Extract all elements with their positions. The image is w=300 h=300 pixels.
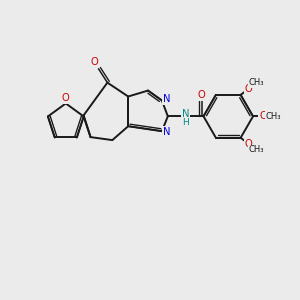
Text: O: O — [62, 94, 70, 103]
Text: O: O — [245, 139, 253, 149]
Text: CH₃: CH₃ — [265, 112, 280, 121]
Text: CH₃: CH₃ — [249, 79, 264, 88]
Text: N: N — [163, 94, 171, 104]
Text: O: O — [259, 111, 267, 121]
Text: O: O — [91, 57, 98, 67]
Text: N: N — [163, 127, 171, 137]
Text: H: H — [182, 118, 189, 127]
Text: CH₃: CH₃ — [249, 145, 264, 154]
Text: O: O — [245, 84, 253, 94]
Text: O: O — [198, 89, 206, 100]
Text: N: N — [182, 109, 189, 119]
